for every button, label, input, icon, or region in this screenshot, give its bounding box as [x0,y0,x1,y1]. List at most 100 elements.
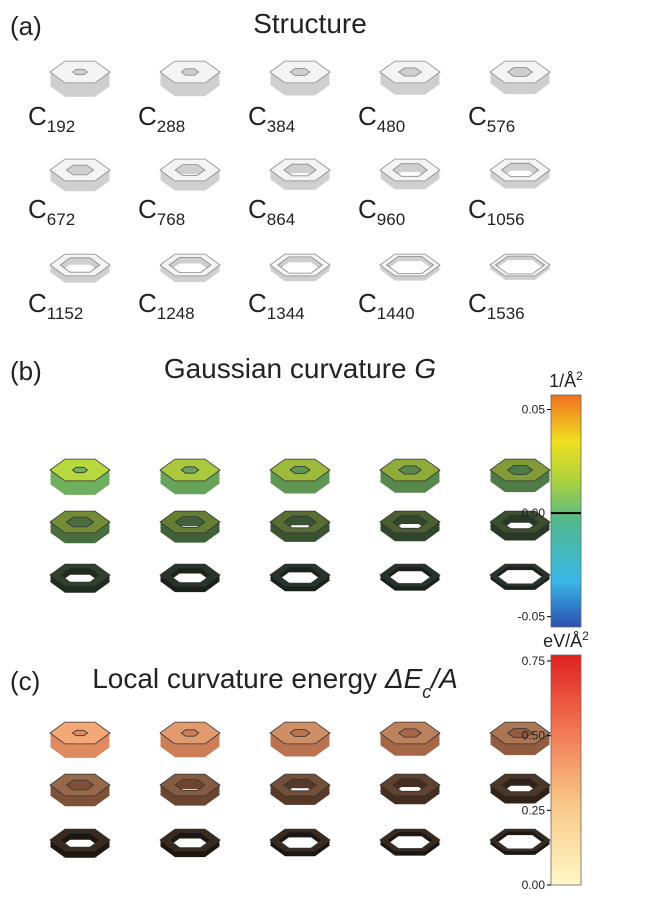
molecule [269,510,331,542]
molecule-top [49,253,111,277]
panel-title: Gaussian curvature G [164,353,436,384]
molecule [489,60,551,95]
formula-subscript: 192 [47,117,75,136]
molecule-top [489,510,551,534]
molecule [489,510,551,541]
colorbar-tick-label: 0.50 [522,729,546,743]
formula-base: C [248,288,267,318]
molecule-top [49,721,111,745]
molecule [269,721,331,757]
formula-base: C [468,288,487,318]
molecule-label: C960 [358,194,405,229]
molecule-top [489,60,551,84]
molecule-top [49,828,111,852]
formula-subscript: 1344 [267,304,305,323]
colorbar-tick-label: -0.05 [518,610,546,624]
formula-base: C [138,194,157,224]
molecule-top [489,773,551,797]
molecule [379,828,441,856]
molecule-label: C1056 [468,194,525,229]
formula-subscript: 1536 [487,304,525,323]
colorbar [550,654,582,886]
molecule [269,563,331,592]
molecule-top [159,721,221,745]
molecule-top [489,828,551,852]
molecule-top [49,60,111,84]
molecule [489,773,551,804]
molecule [269,458,331,494]
formula-base: C [138,288,157,318]
formula-base: C [248,101,267,131]
molecule-top [269,563,331,587]
molecule-label: C864 [248,194,295,229]
formula-subscript: 1248 [157,304,195,323]
title-part: /A [429,663,457,694]
molecule-top [49,158,111,182]
molecule-top [49,773,111,797]
molecule-top [269,253,331,277]
molecule [159,253,221,283]
molecule-top [159,60,221,84]
molecule [49,828,111,858]
molecule [159,563,221,593]
molecule [159,458,221,495]
colorbar-tick-label: 0.25 [522,803,546,817]
molecule-top [159,828,221,852]
formula-subscript: 288 [157,117,185,136]
molecule-top [269,60,331,84]
molecule [49,158,111,192]
molecule-top [159,458,221,482]
molecule-top [379,721,441,745]
molecule [49,773,111,807]
molecule [269,253,331,282]
molecule-top [269,458,331,482]
panel-label: (a) [10,11,42,41]
molecule [269,828,331,857]
molecule-top [49,458,111,482]
molecule-top [159,158,221,182]
colorbar-tick-label: 0.00 [522,506,546,520]
formula-base: C [28,194,47,224]
unit-text: 1/Å [549,371,576,391]
molecule-top [489,563,551,587]
molecule [489,828,551,855]
molecule [49,458,111,495]
molecule-top [49,563,111,587]
molecule [379,253,441,281]
panel-title: Structure [253,8,367,39]
panel-label: (c) [10,666,40,696]
formula-base: C [248,194,267,224]
formula-subscript: 576 [487,117,515,136]
molecule-label: C672 [28,194,75,229]
formula-subscript: 960 [377,210,405,229]
formula-base: C [28,288,47,318]
molecule-top [379,828,441,852]
molecule [49,60,111,97]
molecule-top [379,773,441,797]
formula-base: C [358,101,377,131]
molecule-label: C1440 [358,288,415,323]
molecule [49,721,111,758]
molecule [489,158,551,189]
formula-base: C [358,194,377,224]
formula-base: C [468,101,487,131]
molecule [489,721,551,756]
molecule [379,60,441,95]
molecule-top [379,158,441,182]
formula-subscript: 1152 [47,304,84,323]
molecule-top [269,721,331,745]
molecule-top [269,828,331,852]
molecule [489,253,551,280]
formula-base: C [28,101,47,131]
molecule [489,458,551,493]
formula-subscript: 768 [157,210,185,229]
molecule-label: C1152 [28,288,83,323]
molecule [159,721,221,758]
molecule [49,510,111,544]
molecule [49,253,111,283]
molecule [159,158,221,191]
molecule-top [379,253,441,277]
molecule [379,458,441,493]
molecule-top [489,158,551,182]
